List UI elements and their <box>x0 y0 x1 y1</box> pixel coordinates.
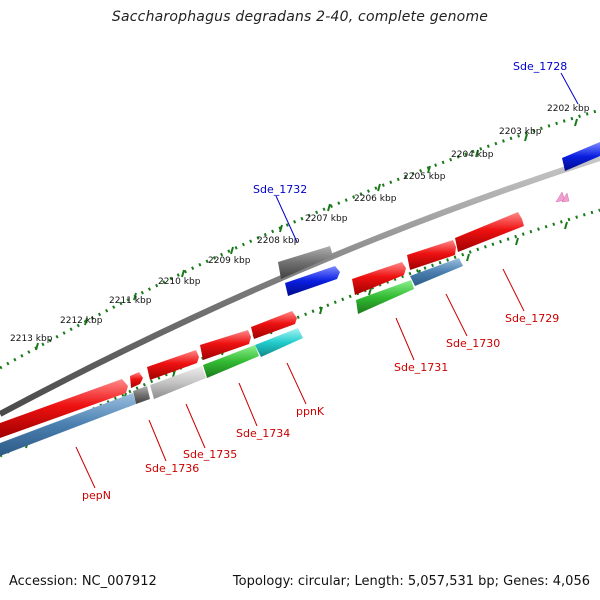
scale-label: 2206 kbp <box>354 194 397 204</box>
map-title: Saccharophagus degradans 2-40, complete … <box>111 9 489 25</box>
scale-label: 2211 kbp <box>109 296 152 306</box>
gene-label: Sde_1731 <box>394 361 448 374</box>
scale-label: 2202 kbp <box>547 104 590 114</box>
gene-label: Sde_1736 <box>145 462 199 475</box>
cds-sde1735-fwd <box>147 350 199 380</box>
gene-label: Sde_1734 <box>236 427 290 440</box>
scale-label: 2210 kbp <box>158 277 201 287</box>
scale-label: 2205 kbp <box>403 172 446 182</box>
cds-pepn <box>0 393 136 456</box>
cds-ppnk <box>255 328 303 357</box>
cds-sde1730 <box>410 258 463 286</box>
gene-label: Sde_1729 <box>505 312 559 325</box>
scale-label: 2209 kbp <box>208 256 251 266</box>
cds-sde1734 <box>203 345 259 378</box>
scale-label: 2203 kbp <box>499 127 542 137</box>
repeat-marks <box>555 191 570 203</box>
cds-sde1736 <box>133 386 150 404</box>
scale-label: 2212 kbp <box>60 316 103 326</box>
gene-label: Sde_1732 <box>253 183 307 196</box>
gene-label: Sde_1730 <box>446 337 500 350</box>
cds-sde1732 <box>285 266 340 296</box>
cds-sde1729 <box>455 212 524 252</box>
scale-label: 2207 kbp <box>305 214 348 224</box>
outer-major-ticks <box>35 118 578 351</box>
forward-genes <box>0 142 600 438</box>
gene-label: Sde_1735 <box>183 448 237 461</box>
cds-sde1732-grey <box>278 246 333 279</box>
label-leaders <box>75 72 579 489</box>
outer-scale-ring <box>0 108 600 370</box>
genome-summary-text: Topology: circular; Length: 5,057,531 bp… <box>232 574 590 589</box>
gene-labels: Sde_1728 Sde_1732 Sde_1729 Sde_1730 Sde_… <box>82 60 567 502</box>
cds-small-red <box>130 372 143 388</box>
scale-label: 2213 kbp <box>10 334 53 344</box>
gene-label: ppnK <box>296 405 325 418</box>
cds-sde1731-fwd <box>352 262 406 295</box>
gene-label: Sde_1728 <box>513 60 567 73</box>
inner-scale-ring <box>0 208 600 458</box>
cds-sde1731 <box>356 280 414 314</box>
cds-sde1734-fwd <box>200 330 251 360</box>
cds-sde1735 <box>150 366 206 399</box>
gene-label: pepN <box>82 489 111 502</box>
scale-label: 2204 kbp <box>451 150 494 160</box>
cds-sde1728 <box>562 142 600 171</box>
scale-label: 2208 kbp <box>257 236 300 246</box>
accession-text: Accession: NC_007912 <box>9 574 157 589</box>
cds-sde1730-fwd <box>407 240 456 270</box>
reverse-genes <box>0 258 463 456</box>
cds-ppnk-fwd <box>251 311 297 339</box>
cds-pepn-fwd <box>0 379 128 438</box>
scale-labels: 2202 kbp 2203 kbp 2204 kbp 2205 kbp 2206… <box>10 104 590 344</box>
